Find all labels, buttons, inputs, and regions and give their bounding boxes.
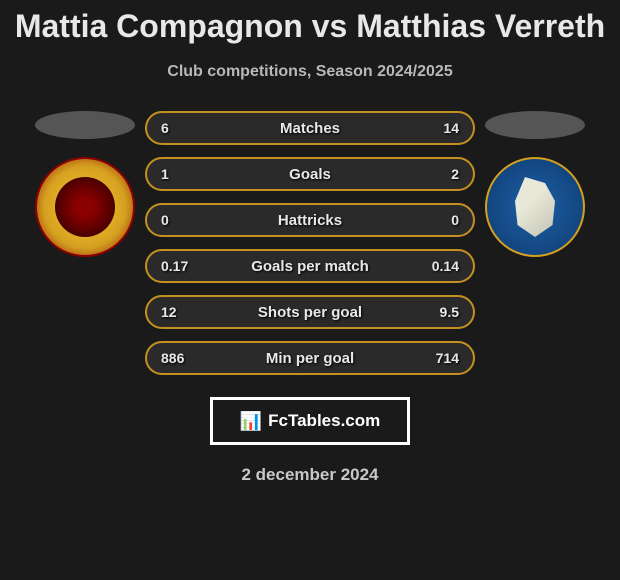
stat-label: Matches bbox=[280, 120, 340, 137]
chart-icon: 📊 bbox=[240, 411, 262, 432]
stat-label: Shots per goal bbox=[258, 304, 362, 321]
date-label: 2 december 2024 bbox=[241, 465, 378, 485]
subtitle: Club competitions, Season 2024/2025 bbox=[167, 63, 452, 81]
stat-row-hattricks: 0 Hattricks 0 bbox=[145, 203, 475, 237]
main-content: 6 Matches 14 1 Goals 2 0 Hattricks 0 0.1… bbox=[0, 111, 620, 375]
stat-label: Min per goal bbox=[266, 350, 354, 367]
stat-left-value: 0 bbox=[161, 212, 169, 228]
page-title: Mattia Compagnon vs Matthias Verreth bbox=[15, 8, 605, 45]
stat-right-value: 714 bbox=[436, 350, 459, 366]
stat-right-value: 0 bbox=[451, 212, 459, 228]
stat-row-min-per-goal: 886 Min per goal 714 bbox=[145, 341, 475, 375]
player-left-ellipse bbox=[35, 111, 135, 139]
player-left-col bbox=[35, 111, 135, 257]
stat-row-matches: 6 Matches 14 bbox=[145, 111, 475, 145]
player-right-col bbox=[485, 111, 585, 257]
stat-label: Hattricks bbox=[278, 212, 342, 229]
stat-left-value: 886 bbox=[161, 350, 184, 366]
stat-right-value: 0.14 bbox=[432, 258, 459, 274]
stat-right-value: 9.5 bbox=[440, 304, 459, 320]
branding-text: FcTables.com bbox=[268, 411, 380, 431]
stat-row-goals-per-match: 0.17 Goals per match 0.14 bbox=[145, 249, 475, 283]
branding-box: 📊 FcTables.com bbox=[210, 397, 410, 445]
stat-left-value: 12 bbox=[161, 304, 177, 320]
stats-column: 6 Matches 14 1 Goals 2 0 Hattricks 0 0.1… bbox=[145, 111, 475, 375]
stat-right-value: 14 bbox=[443, 120, 459, 136]
stat-row-shots-per-goal: 12 Shots per goal 9.5 bbox=[145, 295, 475, 329]
comparison-container: Mattia Compagnon vs Matthias Verreth Clu… bbox=[0, 0, 620, 580]
stat-left-value: 1 bbox=[161, 166, 169, 182]
stat-right-value: 2 bbox=[451, 166, 459, 182]
player-right-ellipse bbox=[485, 111, 585, 139]
stat-row-goals: 1 Goals 2 bbox=[145, 157, 475, 191]
stat-left-value: 6 bbox=[161, 120, 169, 136]
stat-label: Goals bbox=[289, 166, 331, 183]
stat-label: Goals per match bbox=[251, 258, 369, 275]
player-right-badge bbox=[485, 157, 585, 257]
player-left-badge bbox=[35, 157, 135, 257]
stat-left-value: 0.17 bbox=[161, 258, 188, 274]
